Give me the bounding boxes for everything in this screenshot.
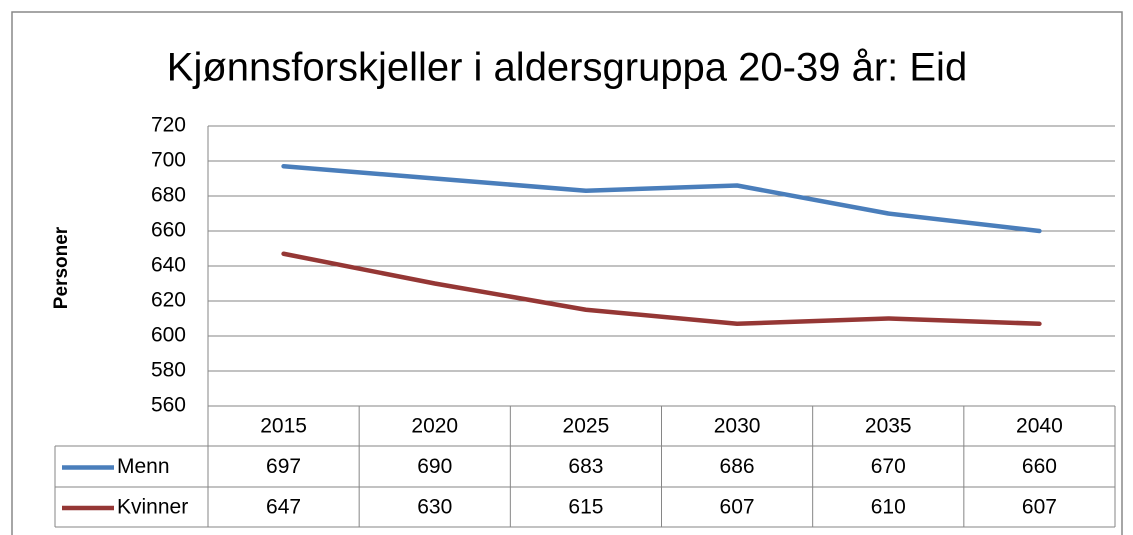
- table-value: 690: [417, 455, 452, 478]
- table-value: 615: [568, 496, 603, 519]
- y-tick-label: 640: [151, 254, 186, 277]
- chart-frame: [11, 11, 1123, 535]
- x-tick-label: 2015: [260, 415, 307, 438]
- table-value: 686: [720, 455, 755, 478]
- y-tick-label: 560: [151, 394, 186, 417]
- table-value: 660: [1022, 455, 1057, 478]
- table-value: 697: [266, 455, 301, 478]
- series-line: [281, 164, 1042, 234]
- x-tick-label: 2040: [1016, 415, 1063, 438]
- table-value: 607: [720, 496, 755, 519]
- legend-label: Kvinner: [117, 496, 188, 519]
- y-tick-label: 680: [151, 184, 186, 207]
- chart-title: Kjønnsforskjeller i aldersgruppa 20-39 å…: [167, 46, 967, 90]
- table-value: 670: [871, 455, 906, 478]
- y-tick-label: 660: [151, 219, 186, 242]
- y-axis-label: Personer: [51, 226, 72, 309]
- table-value: 630: [417, 496, 452, 519]
- y-tick-label: 720: [151, 114, 186, 137]
- legend-label: Menn: [117, 455, 170, 478]
- x-tick-label: 2035: [865, 415, 912, 438]
- table-value: 683: [568, 455, 603, 478]
- table-value: 610: [871, 496, 906, 519]
- y-tick-label: 580: [151, 359, 186, 382]
- y-tick-label: 620: [151, 289, 186, 312]
- table-value: 647: [266, 496, 301, 519]
- series-line: [281, 251, 1042, 326]
- table-value: 607: [1022, 496, 1057, 519]
- x-tick-label: 2020: [411, 415, 458, 438]
- y-tick-label: 600: [151, 324, 186, 347]
- y-tick-label: 700: [151, 149, 186, 172]
- x-tick-label: 2030: [714, 415, 761, 438]
- x-tick-label: 2025: [563, 415, 610, 438]
